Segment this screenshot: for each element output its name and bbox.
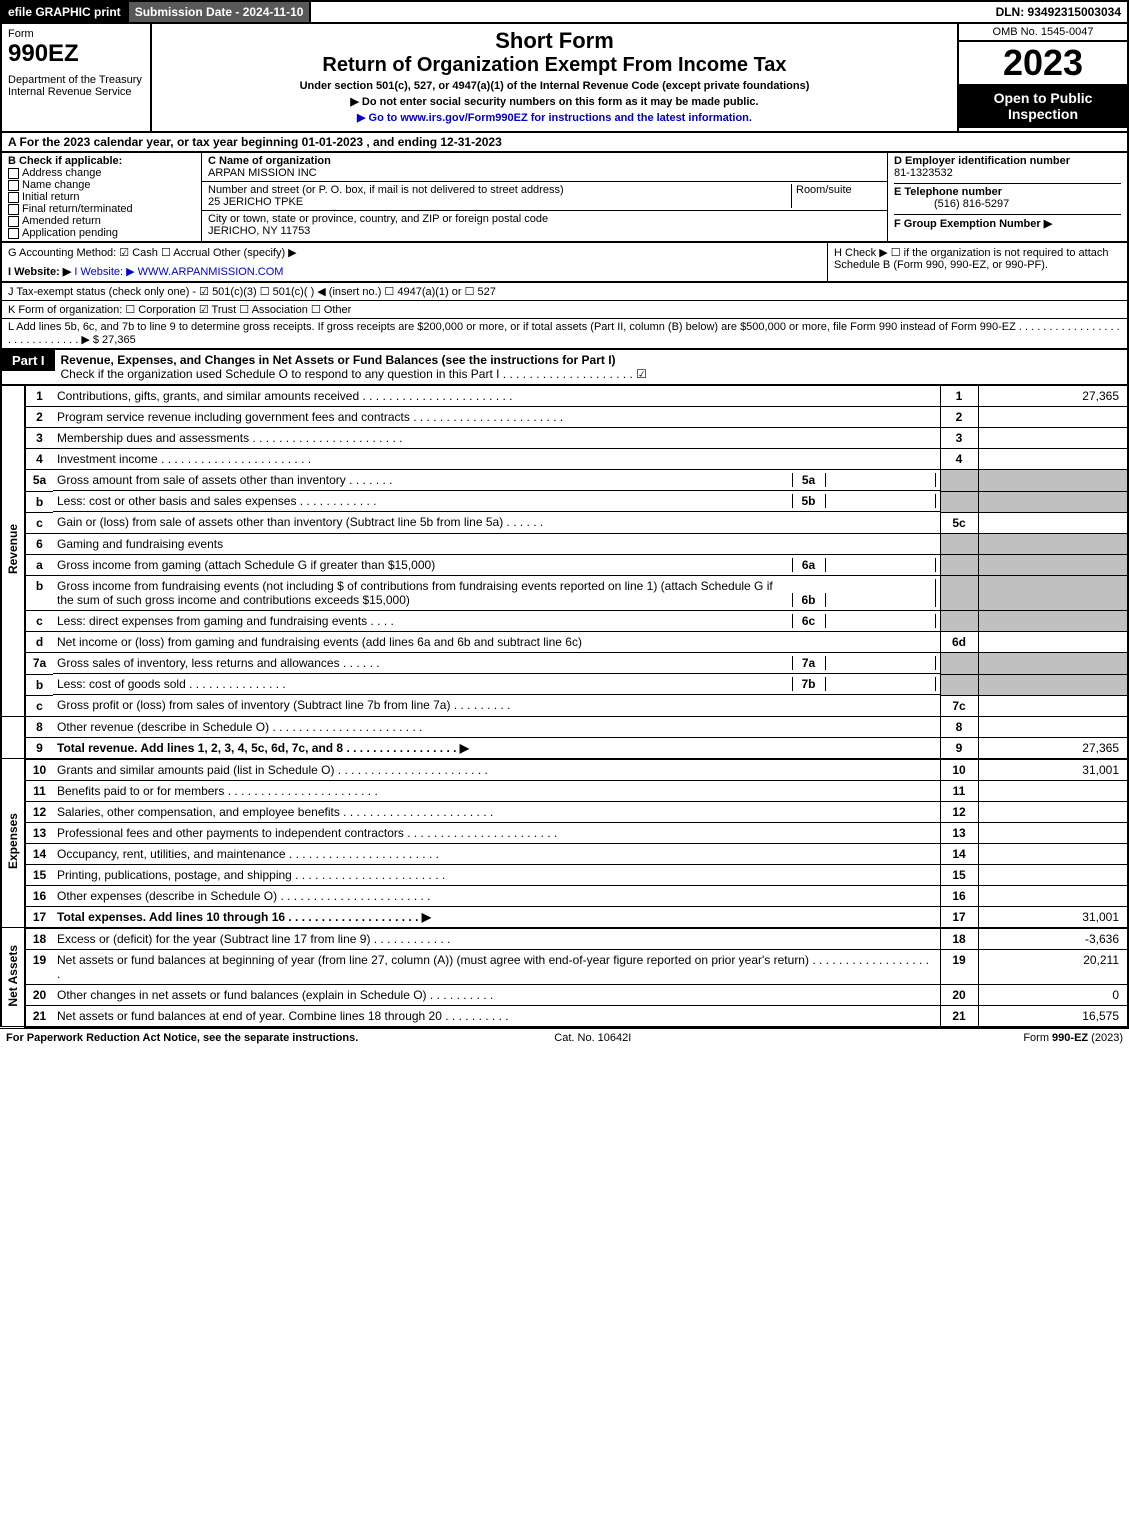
- section-b-c-d: B Check if applicable: Address change Na…: [0, 153, 1129, 243]
- e-label: E Telephone number: [894, 186, 1002, 198]
- part-i-check: Check if the organization used Schedule …: [61, 367, 647, 381]
- form-label: Form: [8, 28, 144, 40]
- addr-label: Number and street (or P. O. box, if mail…: [208, 184, 564, 196]
- warning: ▶ Do not enter social security numbers o…: [156, 95, 953, 108]
- chk-address[interactable]: Address change: [22, 167, 102, 179]
- total-expenses: 31,001: [978, 906, 1128, 928]
- line-21-amount: 16,575: [978, 1005, 1128, 1027]
- open-to-public: Open to Public Inspection: [959, 84, 1127, 128]
- line-10-amount: 31,001: [978, 759, 1128, 781]
- total-revenue: 27,365: [978, 737, 1128, 759]
- ein: 81-1323532: [894, 167, 953, 179]
- footer-left: For Paperwork Reduction Act Notice, see …: [6, 1032, 358, 1044]
- section-k: K Form of organization: ☐ Corporation ☑ …: [0, 301, 1129, 319]
- telephone: (516) 816-5297: [894, 198, 1009, 210]
- f-label: F Group Exemption Number ▶: [894, 218, 1052, 230]
- line-19-amount: 20,211: [978, 949, 1128, 984]
- city-label: City or town, state or province, country…: [208, 213, 548, 225]
- section-l: L Add lines 5b, 6c, and 7b to line 9 to …: [0, 319, 1129, 350]
- footer-right: Form 990-EZ (2023): [1023, 1032, 1123, 1044]
- room-label: Room/suite: [791, 184, 881, 208]
- line-1-amount: 27,365: [978, 386, 1128, 407]
- omb-number: OMB No. 1545-0047: [959, 24, 1127, 42]
- sidelabel-expenses: Expenses: [6, 813, 20, 869]
- page-footer: For Paperwork Reduction Act Notice, see …: [0, 1028, 1129, 1047]
- top-bar: efile GRAPHIC print Submission Date - 20…: [0, 0, 1129, 24]
- submission-date: Submission Date - 2024-11-10: [129, 2, 312, 22]
- accounting-method: G Accounting Method: ☑ Cash ☐ Accrual Ot…: [8, 246, 821, 265]
- chk-amended[interactable]: Amended return: [22, 215, 101, 227]
- sidelabel-revenue: Revenue: [6, 524, 20, 574]
- section-j: J Tax-exempt status (check only one) - ☑…: [0, 283, 1129, 301]
- subtitle: Under section 501(c), 527, or 4947(a)(1)…: [156, 80, 953, 92]
- title-short-form: Short Form: [156, 28, 953, 54]
- department: Department of the Treasury Internal Reve…: [8, 74, 144, 98]
- tax-year: 2023: [959, 42, 1127, 84]
- efile-label: efile GRAPHIC print: [2, 2, 129, 22]
- c-name-label: C Name of organization: [208, 155, 331, 167]
- chk-initial[interactable]: Initial return: [22, 191, 79, 203]
- part-i-header: Part I Revenue, Expenses, and Changes in…: [0, 350, 1129, 386]
- section-a: A For the 2023 calendar year, or tax yea…: [0, 133, 1129, 153]
- chk-name[interactable]: Name change: [22, 179, 91, 191]
- dln: DLN: 93492315003034: [990, 2, 1127, 22]
- footer-catno: Cat. No. 10642I: [554, 1032, 631, 1044]
- d-label: D Employer identification number: [894, 155, 1070, 167]
- website: I Website: ▶ I Website: ▶ WWW.ARPANMISSI…: [8, 265, 821, 278]
- org-address: 25 JERICHO TPKE: [208, 196, 303, 208]
- section-h: H Check ▶ ☐ if the organization is not r…: [827, 243, 1127, 281]
- sidelabel-netassets: Net Assets: [6, 945, 20, 1007]
- org-city: JERICHO, NY 11753: [208, 225, 310, 237]
- b-label: B Check if applicable:: [8, 155, 122, 167]
- chk-pending[interactable]: Application pending: [22, 227, 118, 239]
- org-name: ARPAN MISSION INC: [208, 167, 317, 179]
- part-i-label: Part I: [2, 350, 55, 371]
- title-main: Return of Organization Exempt From Incom…: [156, 54, 953, 77]
- line-20-amount: 0: [978, 984, 1128, 1005]
- part-i-heading: Revenue, Expenses, and Changes in Net As…: [61, 353, 616, 367]
- form-header: Form 990EZ Department of the Treasury In…: [0, 24, 1129, 133]
- chk-final[interactable]: Final return/terminated: [22, 203, 133, 215]
- line-18-amount: -3,636: [978, 928, 1128, 950]
- section-ghi: G Accounting Method: ☑ Cash ☐ Accrual Ot…: [0, 243, 1129, 283]
- goto-link[interactable]: ▶ Go to www.irs.gov/Form990EZ for instru…: [156, 111, 953, 124]
- form-number: 990EZ: [8, 40, 144, 68]
- part-i-table: Revenue 1Contributions, gifts, grants, a…: [0, 386, 1129, 1028]
